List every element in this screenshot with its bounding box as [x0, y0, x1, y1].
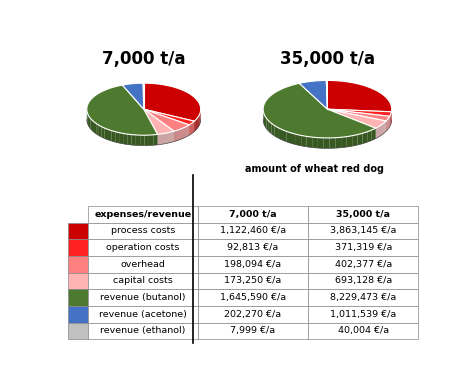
- Polygon shape: [99, 125, 101, 137]
- Polygon shape: [87, 112, 88, 125]
- Polygon shape: [136, 135, 140, 146]
- Polygon shape: [282, 130, 286, 142]
- Polygon shape: [111, 131, 115, 142]
- Polygon shape: [301, 136, 307, 147]
- Polygon shape: [296, 134, 301, 146]
- Polygon shape: [143, 83, 144, 109]
- Polygon shape: [128, 134, 131, 145]
- Polygon shape: [324, 138, 329, 148]
- Polygon shape: [88, 114, 89, 127]
- Polygon shape: [269, 121, 272, 134]
- Polygon shape: [264, 114, 265, 127]
- Polygon shape: [328, 109, 390, 121]
- Polygon shape: [144, 109, 174, 134]
- Text: 7,000 t/a: 7,000 t/a: [102, 50, 185, 68]
- Polygon shape: [108, 129, 111, 141]
- Polygon shape: [328, 109, 386, 128]
- Polygon shape: [263, 83, 376, 138]
- Polygon shape: [326, 80, 328, 109]
- Text: amount of wheat red dog: amount of wheat red dog: [245, 164, 384, 174]
- Polygon shape: [153, 134, 157, 145]
- Polygon shape: [144, 83, 201, 121]
- Polygon shape: [307, 136, 312, 147]
- Polygon shape: [105, 128, 108, 140]
- Polygon shape: [312, 137, 318, 148]
- Polygon shape: [140, 135, 145, 146]
- Polygon shape: [335, 137, 341, 148]
- Polygon shape: [263, 111, 264, 124]
- Polygon shape: [272, 123, 274, 136]
- Polygon shape: [199, 115, 200, 127]
- Polygon shape: [318, 137, 324, 148]
- Polygon shape: [145, 135, 149, 146]
- Polygon shape: [96, 124, 99, 136]
- Polygon shape: [94, 122, 96, 134]
- Polygon shape: [101, 127, 105, 139]
- Polygon shape: [329, 138, 335, 148]
- Polygon shape: [91, 118, 92, 131]
- Polygon shape: [131, 135, 136, 146]
- Polygon shape: [367, 130, 372, 142]
- Polygon shape: [278, 128, 282, 140]
- Polygon shape: [119, 133, 123, 144]
- Polygon shape: [291, 133, 296, 145]
- Polygon shape: [286, 131, 291, 143]
- Polygon shape: [194, 120, 196, 132]
- Polygon shape: [372, 128, 376, 141]
- Polygon shape: [87, 85, 157, 135]
- Polygon shape: [341, 137, 346, 148]
- Polygon shape: [299, 80, 328, 109]
- Polygon shape: [265, 116, 267, 129]
- Polygon shape: [267, 119, 269, 131]
- Polygon shape: [363, 132, 367, 144]
- Polygon shape: [144, 109, 194, 125]
- Polygon shape: [274, 126, 278, 138]
- Polygon shape: [352, 135, 357, 146]
- Polygon shape: [92, 120, 94, 132]
- Polygon shape: [89, 116, 91, 129]
- Polygon shape: [115, 132, 119, 143]
- Polygon shape: [149, 135, 153, 146]
- Polygon shape: [196, 119, 197, 131]
- Polygon shape: [122, 83, 144, 109]
- Polygon shape: [328, 80, 392, 112]
- Polygon shape: [123, 134, 128, 144]
- Polygon shape: [197, 117, 198, 129]
- Polygon shape: [144, 109, 189, 131]
- Polygon shape: [328, 109, 392, 116]
- Polygon shape: [357, 133, 363, 145]
- Polygon shape: [346, 136, 352, 147]
- Text: 35,000 t/a: 35,000 t/a: [280, 50, 375, 68]
- Polygon shape: [198, 116, 199, 128]
